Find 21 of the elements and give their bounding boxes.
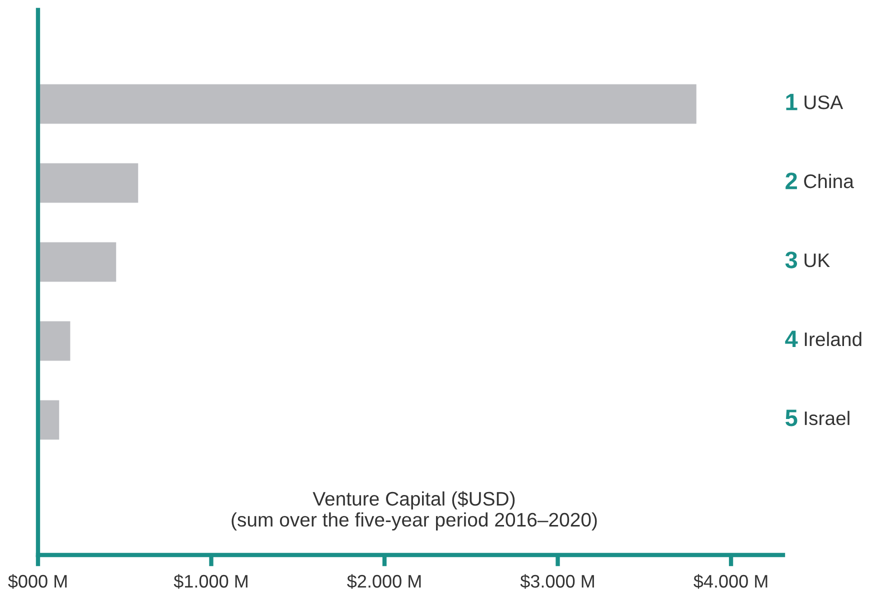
y-tick-label: Israel [804,410,850,426]
text: 2 [786,172,797,190]
y-tick-label: China [804,174,854,188]
bar [38,163,138,203]
bar [38,400,60,440]
text: 5 [785,410,798,426]
y-tick-label: UK [804,254,830,268]
bar [38,242,116,282]
text: 4 [785,330,798,348]
text: 1 [786,94,798,110]
x-axis-title: Venture Capital ($USD) (sum over the five-year period 2016–2020) [232,491,597,530]
y-tick-label: Ireland [804,332,862,346]
x-tick-label: $4.000 M [694,574,768,589]
x-tick-label: $3.000 M [520,574,594,589]
x-tick-label: $2.000 M [347,574,421,589]
x-tick-label: $1.000 M [174,574,248,589]
bar [38,84,696,124]
text: 3 [785,252,798,268]
y-tick-label: USA [804,95,844,110]
bar [38,321,70,361]
x-tick-label: $000 M [8,574,67,589]
